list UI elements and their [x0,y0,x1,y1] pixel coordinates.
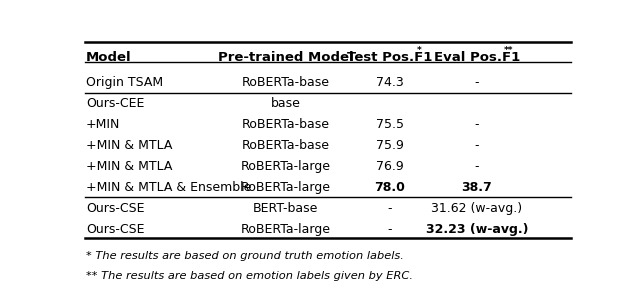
Text: Ours-CSE: Ours-CSE [86,202,145,215]
Text: 31.62 (w-avg.): 31.62 (w-avg.) [431,202,522,215]
Text: base: base [271,97,301,110]
Text: -: - [474,118,479,131]
Text: ** The results are based on emotion labels given by ERC.: ** The results are based on emotion labe… [86,271,413,281]
Text: 38.7: 38.7 [461,181,492,194]
Text: Eval Pos.F1: Eval Pos.F1 [434,51,520,64]
Text: RoBERTa-base: RoBERTa-base [242,139,330,152]
Text: Ours-CEE: Ours-CEE [86,97,145,110]
Text: RoBERTa-large: RoBERTa-large [241,160,331,173]
Text: 78.0: 78.0 [374,181,405,194]
Text: RoBERTa-base: RoBERTa-base [242,76,330,89]
Text: Pre-trained Model: Pre-trained Model [218,51,354,64]
Text: Ours-CSE: Ours-CSE [86,222,145,236]
Text: RoBERTa-large: RoBERTa-large [241,181,331,194]
Text: RoBERTa-large: RoBERTa-large [241,222,331,236]
Text: RoBERTa-base: RoBERTa-base [242,118,330,131]
Text: -: - [388,222,392,236]
Text: +MIN & MTLA & Ensemble: +MIN & MTLA & Ensemble [86,181,252,194]
Text: +MIN & MTLA: +MIN & MTLA [86,160,172,173]
Text: Model: Model [86,51,132,64]
Text: 76.9: 76.9 [376,160,404,173]
Text: -: - [388,202,392,215]
Text: 75.9: 75.9 [376,139,404,152]
Text: Origin TSAM: Origin TSAM [86,76,163,89]
Text: +MIN: +MIN [86,118,120,131]
Text: +MIN & MTLA: +MIN & MTLA [86,139,172,152]
Text: **: ** [504,46,513,55]
Text: *: * [417,46,422,55]
Text: -: - [474,160,479,173]
Text: -: - [474,139,479,152]
Text: * The results are based on ground truth emotion labels.: * The results are based on ground truth … [86,250,404,260]
Text: 32.23 (w-avg.): 32.23 (w-avg.) [426,222,528,236]
Text: 74.3: 74.3 [376,76,404,89]
Text: Test Pos.F1: Test Pos.F1 [348,51,433,64]
Text: -: - [474,76,479,89]
Text: 75.5: 75.5 [376,118,404,131]
Text: BERT-base: BERT-base [253,202,319,215]
